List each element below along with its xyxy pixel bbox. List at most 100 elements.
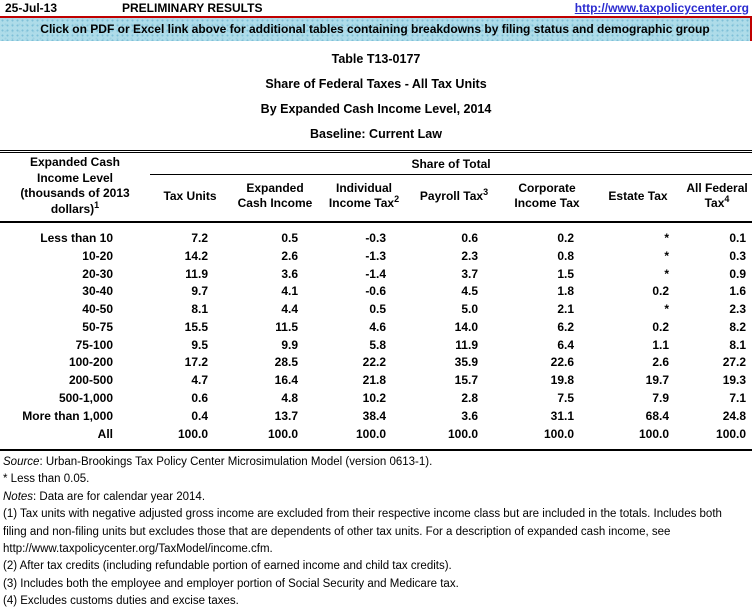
table-row: 40-50 8.1 4.4 0.5 5.0 2.1 * 2.3 [0, 301, 752, 319]
cell: -1.4 [365, 266, 386, 281]
cell: 31.1 [550, 408, 574, 423]
table-row: 100-200 17.2 28.5 22.2 35.9 22.6 2.6 27.2 [0, 354, 752, 372]
cell: -1.3 [365, 248, 386, 263]
cell: 2.3 [729, 302, 747, 317]
cell: 9.7 [191, 284, 208, 299]
cell: 100.0 [355, 426, 386, 441]
footnote-3: (3) Includes both the employee and emplo… [3, 577, 459, 590]
cell: 1.1 [652, 337, 669, 352]
cell: 38.4 [362, 408, 386, 423]
table-row: 500-1,000 0.6 4.8 10.2 2.8 7.5 7.9 7.1 [0, 390, 752, 408]
share-of-total-header: Share of Total [150, 150, 752, 175]
row-label: 200-500 [68, 373, 113, 388]
notes-label: Notes [3, 490, 34, 503]
cell: 2.6 [281, 248, 298, 263]
row-label: 50-75 [82, 319, 113, 334]
cell: 2.6 [652, 355, 669, 370]
cell: 16.4 [274, 373, 298, 388]
cell: 2.1 [557, 302, 574, 317]
notes-section: Source: Urban-Brookings Tax Policy Cente… [0, 451, 752, 611]
cell: 0.9 [729, 266, 747, 281]
cell: 9.5 [191, 337, 208, 352]
tax-table: Expanded Cash Income Level (thousands of… [0, 150, 752, 451]
cell: 5.0 [461, 302, 478, 317]
cell: 6.4 [557, 337, 574, 352]
cell: 19.8 [550, 373, 574, 388]
table-row: All 100.0 100.0 100.0 100.0 100.0 100.0 100.0 [0, 425, 752, 450]
cell: 17.2 [184, 355, 208, 370]
notes-text: : Data are for calendar year 2014. [33, 490, 206, 503]
cell: 3.6 [281, 266, 298, 281]
cell: 10.2 [362, 391, 386, 406]
cell: 1.6 [729, 284, 747, 299]
cell: 8.1 [729, 337, 747, 352]
cell: 100.0 [543, 426, 574, 441]
table-title: Share of Federal Taxes - All Tax Units [265, 77, 487, 91]
cell: 6.2 [557, 319, 574, 334]
column-header-payroll-tax: Payroll Tax3 [408, 174, 500, 223]
cell: -0.3 [365, 231, 386, 245]
cell: 4.6 [369, 319, 386, 334]
row-header-label: Expanded Cash Income Level (thousands of… [20, 155, 130, 216]
source-label: Source [3, 456, 40, 468]
cell: 1.8 [557, 284, 574, 299]
table-number-title: Table T13-0177 [331, 52, 421, 66]
cell: 0.1 [729, 231, 747, 245]
source-note: Source: Urban-Brookings Tax Policy Cente… [3, 454, 748, 471]
table-row: 75-100 9.5 9.9 5.8 11.9 6.4 1.1 8.1 [0, 337, 752, 355]
row-label: Less than 10 [40, 231, 113, 245]
cell: 13.7 [274, 408, 298, 423]
preliminary-results-label: PRELIMINARY RESULTS [122, 1, 263, 15]
cell: 100.0 [716, 426, 747, 441]
less-than-note: * Less than 0.05. [3, 473, 90, 486]
cell: 5.8 [369, 337, 386, 352]
cell: 21.8 [362, 373, 386, 388]
cell: 7.1 [729, 391, 747, 406]
cell: 68.4 [645, 408, 669, 423]
table-row: 10-20 14.2 2.6 -1.3 2.3 0.8 * 0.3 [0, 248, 752, 266]
table-row: 50-75 15.5 11.5 4.6 14.0 6.2 0.2 8.2 [0, 319, 752, 337]
table-row: 20-30 11.9 3.6 -1.4 3.7 1.5 * 0.9 [0, 265, 752, 283]
baseline-title: Baseline: Current Law [310, 127, 442, 141]
cell: -0.6 [365, 284, 386, 299]
column-header-expanded-cash-income: Expanded Cash Income [230, 174, 320, 223]
cell: 19.3 [722, 373, 747, 388]
column-header-corporate-income-tax: Corporate Income Tax [500, 174, 594, 223]
cell: 35.9 [454, 355, 478, 370]
row-label: More than 1,000 [22, 408, 113, 423]
cell: 19.7 [645, 373, 669, 388]
row-header-footnote-marker: 1 [94, 199, 100, 210]
cell: 4.5 [461, 284, 478, 299]
source-text: : Urban-Brookings Tax Policy Center Micr… [39, 456, 433, 468]
table-row: More than 1,000 0.4 13.7 38.4 3.6 31.1 68.4 24.… [0, 408, 752, 426]
cell: 100.0 [447, 426, 478, 441]
cell: 22.2 [362, 355, 386, 370]
table-row: 30-40 9.7 4.1 -0.6 4.5 1.8 0.2 1.6 [0, 283, 752, 301]
cell: 0.6 [461, 231, 478, 245]
cell: * [664, 266, 669, 281]
cell: 11.5 [275, 319, 298, 334]
cell: 0.2 [557, 231, 574, 245]
row-label: 10-20 [82, 248, 113, 263]
cell: 3.7 [461, 266, 478, 281]
cell: 0.8 [557, 248, 574, 263]
site-link[interactable]: http://www.taxpolicycenter.org [574, 1, 749, 15]
cell: 2.3 [461, 248, 478, 263]
footnote-2: (2) After tax credits (including refunda… [3, 560, 452, 573]
cell: 8.1 [191, 302, 208, 317]
date-label: 25-Jul-13 [5, 1, 58, 15]
cell: 4.4 [281, 302, 298, 317]
column-header-estate-tax: Estate Tax [594, 174, 682, 223]
cell: 15.7 [454, 373, 478, 388]
cell: * [664, 231, 669, 245]
cell: 0.2 [652, 284, 669, 299]
cell: 0.3 [729, 248, 747, 263]
column-header-tax-units: Tax Units [150, 174, 230, 223]
table-row: Less than 10 7.2 0.5 -0.3 0.6 0.2 * 0.1 [0, 222, 752, 248]
cell: 15.5 [184, 319, 208, 334]
cell: * [664, 248, 669, 263]
row-label: 500-1,000 [58, 391, 113, 406]
cell: 1.5 [557, 266, 574, 281]
cell: 11.9 [455, 337, 478, 352]
cell: 100.0 [177, 426, 208, 441]
